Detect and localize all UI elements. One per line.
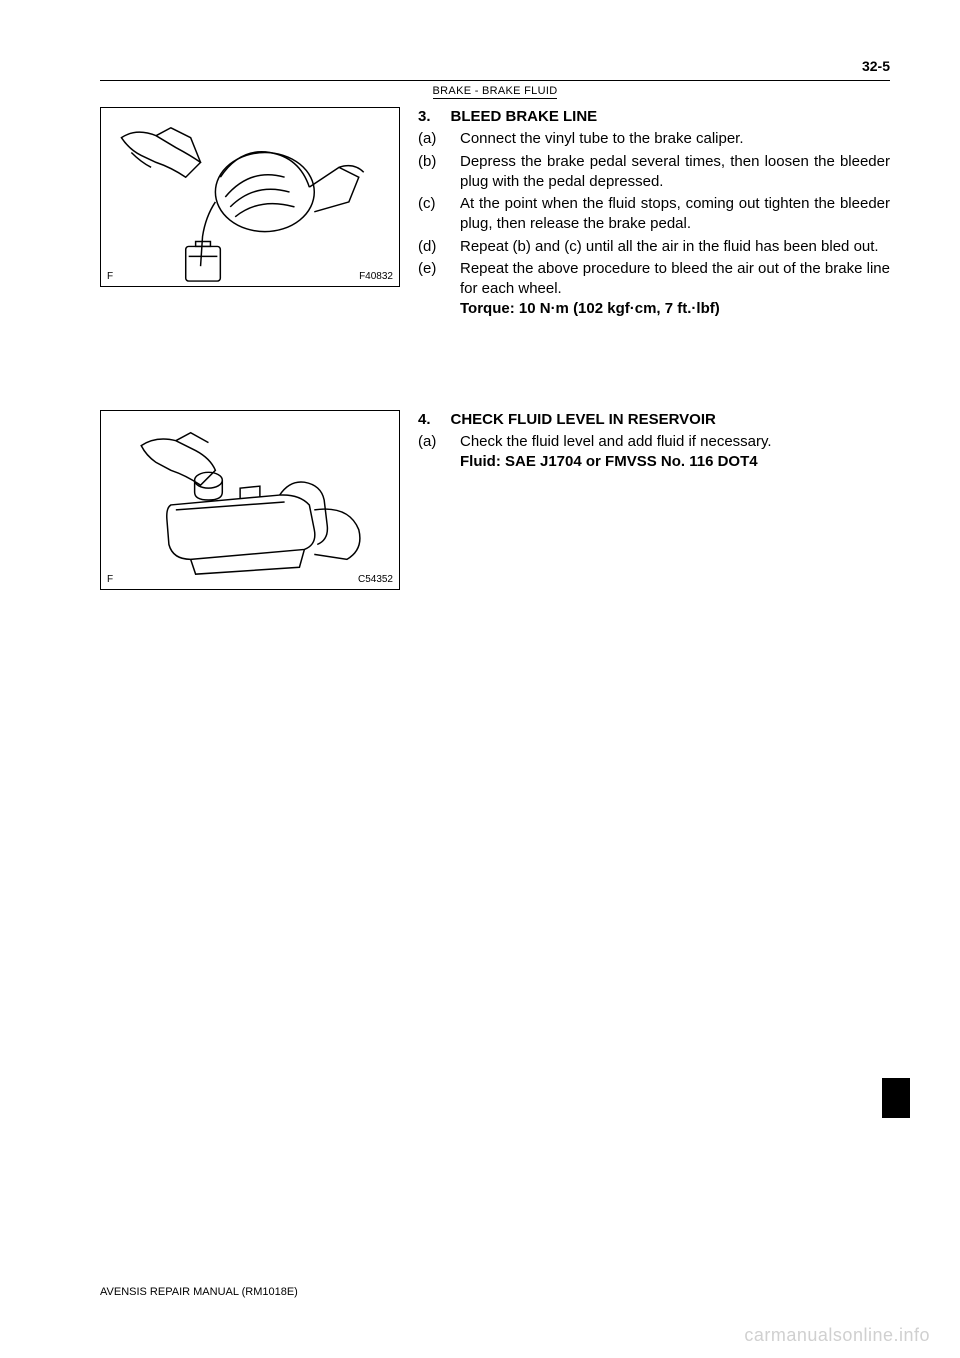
step-4-row: F C54352 4. CHECK FLUID LEVEL IN RESERVO… <box>100 410 890 590</box>
sub-text: Depress the brake pedal several times, t… <box>460 152 890 193</box>
sub-letter: (b) <box>418 152 440 193</box>
watermark: carmanualsonline.info <box>744 1325 930 1346</box>
sub-letter: (d) <box>418 237 440 257</box>
bleed-brake-illustration <box>101 108 399 286</box>
sub-letter: (c) <box>418 194 440 235</box>
side-tab <box>882 1078 910 1118</box>
step-number: 4. <box>418 410 431 430</box>
step-title: BLEED BRAKE LINE <box>451 107 598 127</box>
torque-spec: Torque: 10 N·m (102 kgf·cm, 7 ft.·lbf) <box>460 300 720 317</box>
sub-text: Repeat (b) and (c) until all the air in … <box>460 237 890 257</box>
sub-letter: (a) <box>418 129 440 149</box>
sub-letter: (e) <box>418 259 440 320</box>
sub-letter: (a) <box>418 432 440 473</box>
fluid-spec: Fluid: SAE J1704 or FMVSS No. 116 DOT4 <box>460 453 758 470</box>
footer-text: AVENSIS REPAIR MANUAL (RM1018E) <box>100 1286 298 1298</box>
sub-text: Connect the vinyl tube to the brake cali… <box>460 129 890 149</box>
header-text: BRAKE - BRAKE FLUID <box>433 85 558 99</box>
figure-bleed-brake: F F40832 <box>100 107 400 287</box>
figure-label-right: F40832 <box>359 271 393 282</box>
figure-label-right: C54352 <box>358 574 393 585</box>
header-rule: BRAKE - BRAKE FLUID <box>100 80 890 99</box>
reservoir-illustration <box>101 411 399 589</box>
figure-label-left: F <box>107 271 113 282</box>
sub-text: At the point when the fluid stops, comin… <box>460 194 890 235</box>
step-number: 3. <box>418 107 431 127</box>
page-number: 32-5 <box>862 58 890 74</box>
figure-label-left: F <box>107 574 113 585</box>
sub-text: Repeat the above procedure to bleed the … <box>460 259 890 320</box>
sub-text: Check the fluid level and add fluid if n… <box>460 432 890 473</box>
step-4-instructions: 4. CHECK FLUID LEVEL IN RESERVOIR (a) Ch… <box>418 410 890 475</box>
step-3-row: F F40832 3. BLEED BRAKE LINE (a) Connect… <box>100 107 890 322</box>
step-3-instructions: 3. BLEED BRAKE LINE (a) Connect the viny… <box>418 107 890 322</box>
figure-reservoir: F C54352 <box>100 410 400 590</box>
step-title: CHECK FLUID LEVEL IN RESERVOIR <box>451 410 716 430</box>
